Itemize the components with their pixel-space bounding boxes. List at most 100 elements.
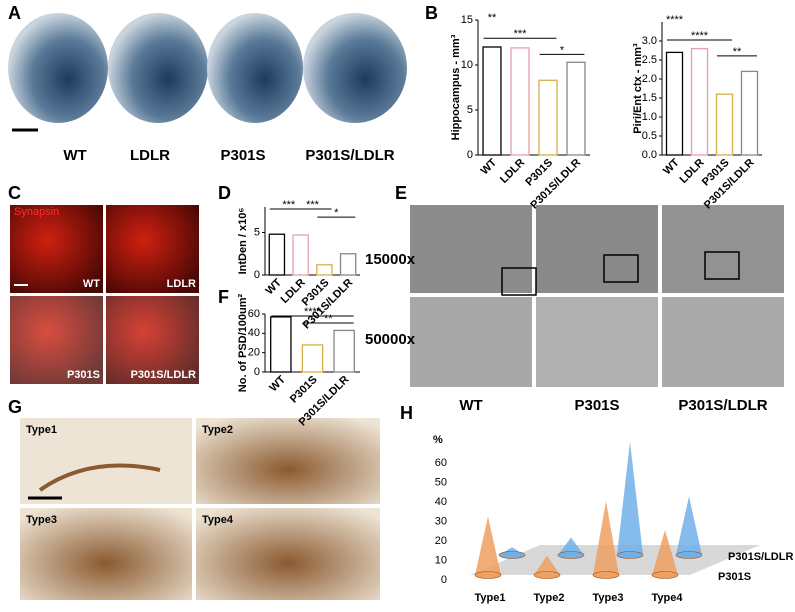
cone <box>652 530 678 575</box>
panel-a-images <box>8 13 407 132</box>
bar <box>268 233 286 276</box>
cone <box>534 555 560 575</box>
magnification: 50000x <box>365 331 416 348</box>
y-tick-label: 2.0 <box>642 73 657 85</box>
x-tick-label: WT <box>267 373 288 394</box>
y-tick-label: 10 <box>435 554 447 566</box>
significance: **** <box>691 30 709 42</box>
significance: **** <box>304 306 322 318</box>
image-label: WT <box>83 278 100 290</box>
y-tick-label: 60 <box>248 308 260 320</box>
magnification: 15000x <box>365 251 416 268</box>
bar <box>538 79 558 156</box>
image-label: P301S/LDLR <box>678 397 767 414</box>
cone <box>558 537 584 555</box>
significance: ** <box>488 12 497 24</box>
panel-letter: G <box>8 397 22 417</box>
significance: *** <box>514 28 528 40</box>
bar <box>715 93 734 156</box>
y-axis-label: Hippocampus - mm³ <box>450 34 462 140</box>
y-axis-label: % <box>433 434 443 446</box>
x-tick-label: WT <box>661 156 682 177</box>
significance: * <box>560 44 565 56</box>
x-tick-label: WT <box>479 156 500 177</box>
stain-label: Synapsin <box>14 206 59 218</box>
panel-letter: D <box>218 183 231 203</box>
cone-base <box>533 571 561 579</box>
significance: *** <box>282 199 296 211</box>
cone-base <box>675 551 703 559</box>
x-tick-label: Type3 <box>593 592 624 604</box>
cone-base <box>498 551 526 559</box>
image-label: LDLR <box>130 147 170 164</box>
cone-base <box>557 551 585 559</box>
y-tick-label: 0.5 <box>642 130 657 142</box>
image-label: Type2 <box>202 424 233 436</box>
cone-base <box>616 551 644 559</box>
legend-label: P301S/LDLR <box>728 551 793 563</box>
cone-base <box>474 571 502 579</box>
y-tick-label: 2.5 <box>642 54 657 66</box>
image-label: Type4 <box>202 514 234 526</box>
cone <box>617 441 643 555</box>
panel-c-images <box>10 205 199 384</box>
legend-label: P301S <box>718 571 751 583</box>
bar <box>690 47 709 156</box>
bar <box>482 46 502 156</box>
y-tick-label: 30 <box>435 515 447 527</box>
image-label: P301S <box>220 147 265 164</box>
image-label: LDLR <box>167 278 196 290</box>
significance: **** <box>666 14 684 26</box>
y-tick-label: 50 <box>435 476 447 488</box>
y-tick-label: 20 <box>248 347 260 359</box>
image-label: P301S <box>574 397 619 414</box>
significance: *** <box>306 199 320 211</box>
bar <box>316 264 333 276</box>
x-tick-label: Type1 <box>475 592 506 604</box>
y-tick-label: 40 <box>248 327 260 339</box>
bar <box>665 51 684 156</box>
panel-letter: F <box>218 287 229 307</box>
bar <box>510 47 530 156</box>
bar <box>740 70 759 156</box>
panel-letter: E <box>395 183 407 203</box>
x-tick-label: Type4 <box>652 592 684 604</box>
panel-letter: H <box>400 403 413 423</box>
image-label: WT <box>63 147 86 164</box>
y-tick-label: 5 <box>254 226 260 238</box>
panel-g-images <box>20 418 380 600</box>
y-tick-label: 0 <box>467 149 473 161</box>
x-tick-label: Type2 <box>534 592 565 604</box>
y-tick-label: 0 <box>254 269 260 281</box>
panel-e-images <box>410 205 784 387</box>
y-tick-label: 0 <box>254 366 260 378</box>
bar <box>333 329 355 373</box>
y-tick-label: 15 <box>461 14 473 26</box>
bar <box>339 253 357 276</box>
y-tick-label: 1.5 <box>642 92 657 104</box>
y-tick-label: 10 <box>461 59 473 71</box>
cone <box>593 500 619 575</box>
y-tick-label: 0.0 <box>642 149 657 161</box>
y-tick-label: 20 <box>435 535 447 547</box>
y-axis-label: Piri/Ent ctx - mm³ <box>632 43 644 134</box>
cone <box>475 516 501 575</box>
x-tick-label: P301S/LDLR <box>528 157 583 212</box>
bar <box>270 316 292 373</box>
cone <box>676 496 702 555</box>
image-label: Type1 <box>26 424 57 436</box>
bar <box>301 344 324 373</box>
panel-letter: A <box>8 3 21 23</box>
y-tick-label: 5 <box>467 104 473 116</box>
significance: ** <box>733 46 742 58</box>
significance: ** <box>324 313 333 325</box>
y-tick-label: 3.0 <box>642 35 657 47</box>
x-tick-label: LDLR <box>498 157 527 186</box>
significance: * <box>334 207 339 219</box>
cone-base <box>592 571 620 579</box>
bar <box>292 234 309 276</box>
image-label: Type3 <box>26 514 57 526</box>
y-tick-label: 1.0 <box>642 111 657 123</box>
y-axis-label: No. of PSD/100um² <box>237 293 249 392</box>
